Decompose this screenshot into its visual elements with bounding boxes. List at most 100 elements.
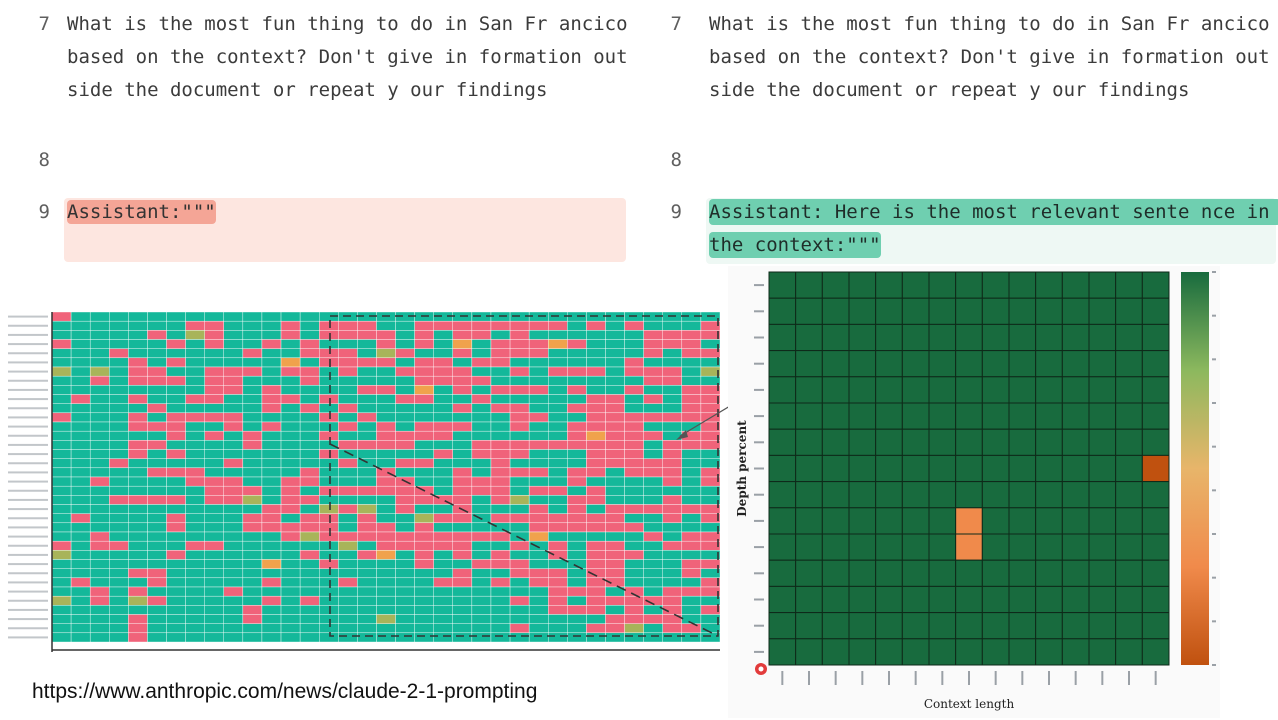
left-heatmap-cell-fail	[319, 513, 339, 524]
left-heatmap-cell-fail	[376, 430, 396, 441]
left-heatmap-cell-pass	[395, 550, 415, 560]
right-heatmap-cell	[821, 481, 850, 509]
left-heatmap-cell-fail	[509, 339, 530, 349]
source-url[interactable]: https://www.anthropic.com/news/claude-2-…	[32, 680, 538, 703]
left-heatmap-cell-pass	[357, 339, 377, 349]
left-heatmap-cell-fail	[433, 430, 454, 441]
left-heatmap-cell-pass	[395, 375, 415, 386]
left-heatmap-cell-pass	[395, 513, 415, 524]
right-heatmap-cell	[928, 297, 957, 325]
left-heatmap-cell-fail	[452, 330, 473, 340]
left-heatmap-cell-pass	[242, 540, 263, 551]
left-heatmap-cell-pass	[70, 430, 91, 441]
left-heatmap-cell-fail	[700, 513, 721, 524]
left-heatmap-y-tick	[8, 453, 48, 456]
left-heatmap-cell-fail	[662, 458, 683, 469]
left-heatmap-cell-pass	[567, 559, 587, 569]
right-heatmap-cell	[1035, 533, 1063, 561]
left-heatmap-cell-fail	[395, 495, 415, 505]
left-heatmap-cell-pass	[357, 467, 377, 478]
left-heatmap-cell-fail	[624, 320, 644, 331]
left-heatmap-cell-pass	[261, 430, 282, 441]
left-heatmap-cell-fail	[51, 412, 72, 423]
left-heatmap-cell-pass	[242, 595, 263, 606]
right-heatmap-cell	[1115, 481, 1143, 509]
left-heatmap-cell-pass	[128, 476, 148, 487]
left-heatmap-y-tick	[8, 618, 48, 621]
left-heatmap-cell-pass	[528, 586, 549, 597]
left-heatmap-cell-pass	[128, 311, 148, 322]
left-heatmap-cell-fail	[471, 485, 492, 496]
left-heatmap-cell-fail	[204, 330, 224, 340]
left-heatmap-cell-pass	[471, 467, 492, 478]
left-heatmap-cell-fail	[242, 366, 263, 377]
right-heatmap-x-tick	[808, 671, 810, 685]
left-heatmap-cell-pass	[223, 595, 244, 606]
right-heatmap-cell	[955, 454, 983, 483]
left-heatmap-cell-pass	[51, 577, 72, 588]
left-heatmap-cell-pass	[509, 522, 530, 533]
right-heatmap-cell	[1088, 402, 1117, 430]
left-heatmap-cell-pass	[528, 449, 549, 459]
left-heatmap-cell-fail	[414, 421, 434, 432]
left-heatmap-cell-partial	[299, 531, 320, 542]
left-heatmap-cell-pass	[204, 577, 224, 588]
left-heatmap-cell-pass	[128, 513, 148, 524]
left-heatmap-cell-fail	[433, 320, 454, 331]
left-heatmap-cell-pass	[490, 632, 511, 643]
left-heatmap-cell-pass	[357, 577, 377, 588]
right-heatmap-cell	[1088, 297, 1117, 325]
left-heatmap-cell-fail	[509, 330, 530, 340]
left-heatmap-cell-pass	[185, 366, 205, 377]
right-heatmap-cell	[1088, 481, 1117, 509]
left-heatmap-cell-pass	[605, 339, 625, 349]
left-heatmap-cell-fail	[452, 531, 473, 542]
left-heatmap-cell-fail	[662, 375, 683, 386]
left-heatmap-cell-pass	[433, 586, 454, 597]
right-heatmap-cell	[1035, 402, 1063, 430]
left-heatmap-cell-pass	[338, 385, 358, 395]
left-heatmap-cell-pass	[643, 440, 663, 450]
left-heatmap-cell-partial	[319, 504, 339, 514]
left-heatmap-cell-pass	[109, 577, 129, 588]
left-heatmap-cell-pass	[166, 348, 186, 359]
left-heatmap-cell-pass	[643, 449, 663, 459]
left-heatmap-cell-fail	[357, 440, 377, 450]
left-heatmap-cell-pass	[414, 632, 434, 643]
left-heatmap-cell-pass	[147, 339, 167, 349]
left-heatmap-y-tick	[8, 443, 48, 446]
left-heatmap-cell-pass	[681, 595, 702, 606]
left-heatmap-cell-fail	[51, 540, 72, 551]
left-heatmap-cell-pass	[338, 550, 358, 560]
left-heatmap-cell-pass	[185, 513, 205, 524]
left-heatmap-cell-pass	[548, 412, 568, 423]
left-heatmap-cell-pass	[70, 531, 91, 542]
left-heatmap-cell-pass	[51, 357, 72, 368]
left-heatmap-cell-fail	[700, 430, 721, 441]
left-heatmap-cell-fail	[548, 577, 568, 588]
left-heatmap-cell-pass	[109, 394, 129, 404]
left-heatmap-y-tick	[8, 370, 48, 373]
left-heatmap-cell-fail	[586, 449, 606, 459]
left-heatmap-cell-fail	[280, 366, 301, 377]
left-heatmap-cell-pass	[414, 449, 434, 459]
left-heatmap-cell-pass	[128, 348, 148, 359]
left-heatmap-cell-pass	[70, 623, 91, 634]
left-heatmap-cell-pass	[128, 605, 148, 615]
left-heatmap-cell-fail	[624, 421, 644, 432]
left-heatmap-cell-pass	[605, 348, 625, 359]
left-heatmap-cell-pass	[433, 559, 454, 569]
left-heatmap-cell-pass	[662, 568, 683, 579]
left-heatmap-cell-pass	[109, 430, 129, 441]
left-heatmap-cell-fail	[509, 320, 530, 331]
right-heatmap-cell	[1061, 323, 1090, 352]
left-heatmap-cell-pass	[567, 531, 587, 542]
left-heatmap-cell-pass	[166, 458, 186, 469]
left-heatmap-cell-fail	[586, 440, 606, 450]
left-heatmap-cell-pass	[70, 357, 91, 368]
right-heatmap-cell	[768, 350, 797, 378]
left-heatmap-cell-pass	[376, 577, 396, 588]
left-heatmap-cell-fail	[452, 375, 473, 386]
left-heatmap-cell-partial	[376, 348, 396, 359]
left-heatmap-cell-pass	[643, 577, 663, 588]
